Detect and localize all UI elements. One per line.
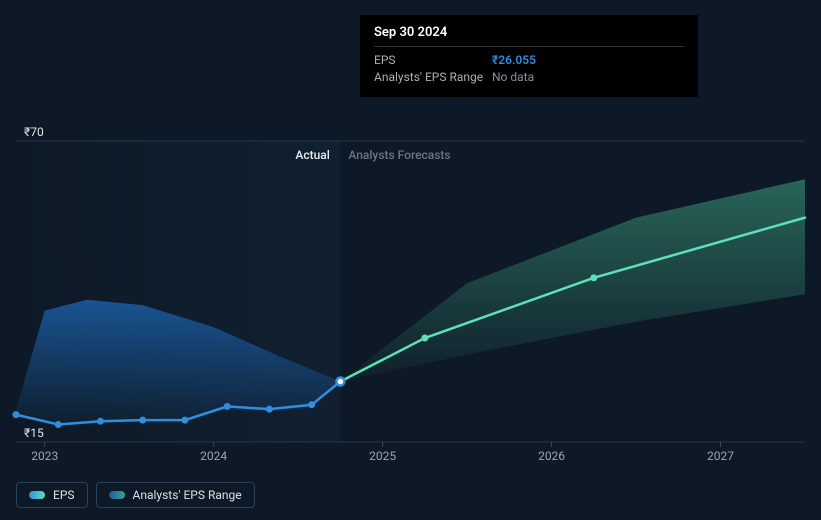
legend-label: Analysts' EPS Range xyxy=(133,488,242,502)
x-axis-tick-label: 2025 xyxy=(369,449,396,463)
legend-swatch-icon xyxy=(109,491,125,499)
legend-swatch-icon xyxy=(29,491,45,499)
legend-item-eps[interactable]: EPS xyxy=(16,482,88,508)
eps-chart: ₹70 ₹15 Actual Analysts Forecasts 2023 20… xyxy=(0,0,821,520)
tooltip-range-value: No data xyxy=(492,70,534,84)
x-axis-tick-label: 2027 xyxy=(707,449,734,463)
tooltip-eps-value: ₹26.055 xyxy=(492,53,536,67)
chart-legend: EPS Analysts' EPS Range xyxy=(16,482,255,508)
tooltip-title: Sep 30 2024 xyxy=(374,25,684,47)
actual-section-label: Actual xyxy=(295,148,329,162)
x-axis-tick-label: 2026 xyxy=(538,449,565,463)
y-axis-tick-label: ₹15 xyxy=(24,426,44,440)
x-axis-tick-label: 2024 xyxy=(200,449,227,463)
legend-label: EPS xyxy=(53,488,75,502)
y-axis-tick-label: ₹70 xyxy=(24,125,44,139)
x-axis-tick-label: 2023 xyxy=(31,449,58,463)
legend-item-eps-range[interactable]: Analysts' EPS Range xyxy=(96,482,255,508)
tooltip-range-label: Analysts' EPS Range xyxy=(374,70,492,84)
forecast-section-label: Analysts Forecasts xyxy=(348,148,450,162)
tooltip-eps-label: EPS xyxy=(374,53,492,67)
chart-tooltip: Sep 30 2024 EPS ₹26.055 Analysts' EPS Ra… xyxy=(360,15,698,97)
